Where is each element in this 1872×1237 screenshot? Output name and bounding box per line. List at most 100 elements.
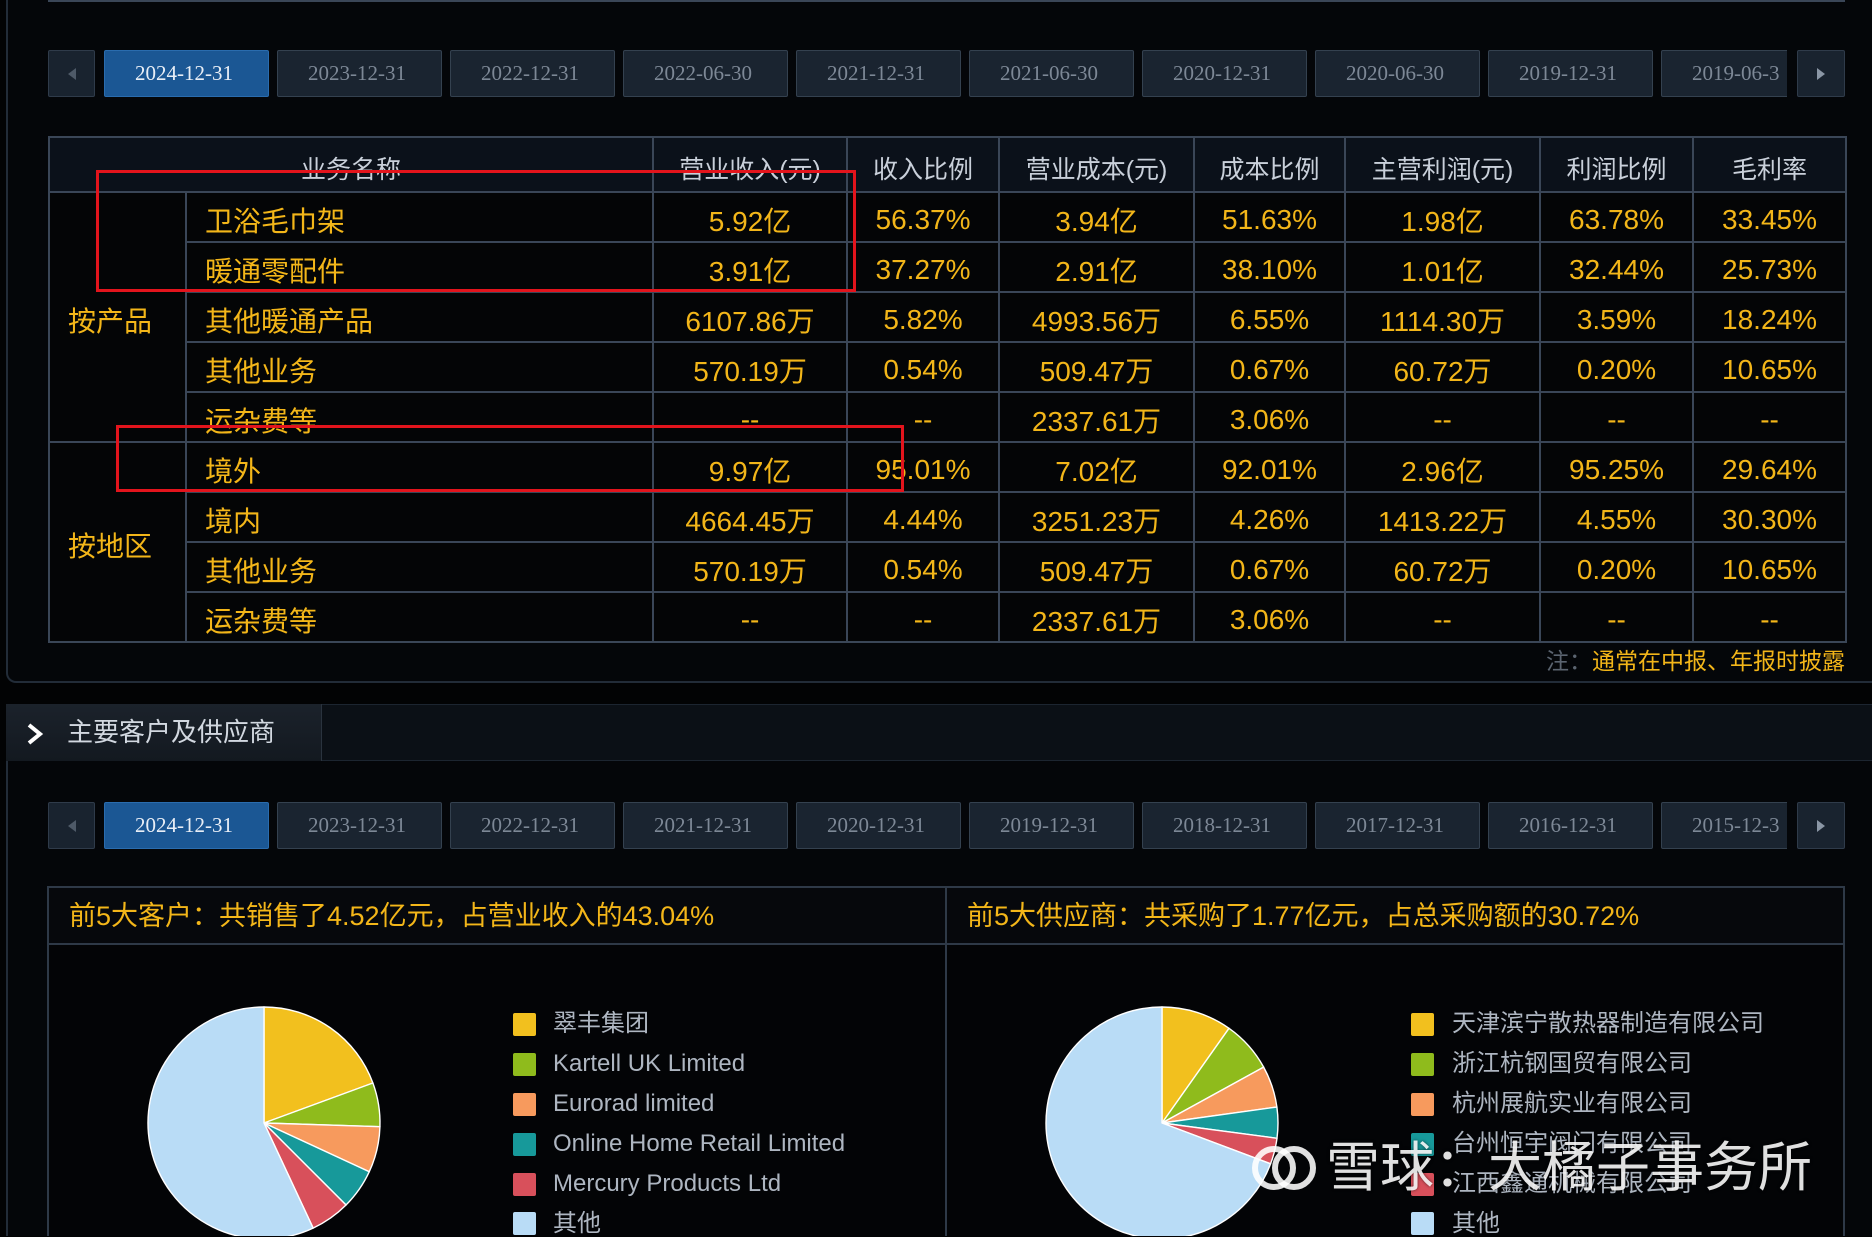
profit-ratio-cell: -- [1539, 591, 1695, 643]
period-tab-active[interactable]: 2024-12-31 [104, 802, 269, 849]
gross-margin-cell: 10.65% [1692, 541, 1848, 593]
header-business-name: 业务名称 [47, 136, 655, 193]
period-tab-active[interactable]: 2024-12-31 [104, 50, 269, 97]
customer-pie-slice-1[interactable] [263, 1006, 374, 1124]
revenue-ratio-cell: -- [846, 391, 1001, 443]
legend-label[interactable]: 其他 [553, 1210, 601, 1237]
revenue-ratio-cell: 37.27% [846, 241, 1001, 293]
revenue-cell: -- [652, 391, 849, 443]
table-row: 按产品 卫浴毛巾架 5.92亿 56.37% 3.94亿 51.63% 1.98… [48, 191, 1848, 443]
legend-swatch [513, 1173, 536, 1196]
period-tab[interactable]: 2018-12-31 [1142, 802, 1307, 849]
cost-cell: 4993.56万 [998, 291, 1196, 343]
cost-ratio-cell: 38.10% [1193, 241, 1347, 293]
legend-label[interactable]: 江西鑫通机械有限公司 [1452, 1170, 1692, 1197]
row-name: 境外 [184, 441, 655, 493]
legend-label[interactable]: 浙江杭钢国贸有限公司 [1452, 1050, 1692, 1077]
cost-cell: 2337.61万 [998, 591, 1196, 643]
cost-ratio-cell: 51.63% [1193, 191, 1347, 243]
gross-margin-cell: 33.45% [1692, 191, 1848, 243]
next-period-button[interactable] [1797, 802, 1845, 849]
profit-ratio-cell: -- [1539, 391, 1695, 443]
legend-label[interactable]: Mercury Products Ltd [553, 1170, 782, 1197]
period-tab[interactable]: 2017-12-31 [1315, 802, 1480, 849]
period-tab[interactable]: 2019-12-31 [1488, 50, 1653, 97]
legend-label[interactable]: 天津滨宁散热器制造有限公司 [1452, 1010, 1764, 1037]
chevron-left-icon [67, 67, 76, 80]
period-tab[interactable]: 2019-06-3 [1661, 50, 1787, 97]
period-tab[interactable]: 2020-12-31 [796, 802, 961, 849]
revenue-cell: 5.92亿 [652, 191, 849, 243]
period-tab[interactable]: 2023-12-31 [277, 802, 442, 849]
period-tab[interactable]: 2021-12-31 [796, 50, 961, 97]
cost-cell: 3251.23万 [998, 491, 1196, 543]
section-header-tab[interactable] [6, 704, 322, 761]
revenue-cell: -- [652, 591, 849, 643]
period-tab[interactable]: 2021-12-31 [623, 802, 788, 849]
xueqiu-logo-icon [1252, 1146, 1316, 1190]
row-name: 暖通零配件 [184, 241, 655, 293]
note-prefix: 注： [1546, 648, 1592, 674]
profit-cell: 1.01亿 [1344, 241, 1542, 293]
gross-margin-cell: 29.64% [1692, 441, 1848, 493]
header-revenue-ratio: 收入比例 [846, 136, 1001, 193]
next-period-button[interactable] [1797, 50, 1845, 97]
revenue-ratio-cell: 5.82% [846, 291, 1001, 343]
legend-label[interactable]: 杭州展航实业有限公司 [1452, 1090, 1692, 1117]
period-tab[interactable]: 2022-06-30 [623, 50, 788, 97]
period-tab[interactable]: 2022-12-31 [450, 50, 615, 97]
legend-label[interactable]: Kartell UK Limited [553, 1050, 746, 1077]
supplier-pie-slice-6[interactable] [1045, 1006, 1272, 1236]
legend-label[interactable]: 翠丰集团 [553, 1010, 649, 1037]
revenue-ratio-cell: 56.37% [846, 191, 1001, 243]
disclosure-note: 注：通常在中报、年报时披露 [1100, 646, 1845, 676]
row-name: 其他业务 [184, 341, 655, 393]
period-tab[interactable]: 2020-06-30 [1315, 50, 1480, 97]
gross-margin-cell: 25.73% [1692, 241, 1848, 293]
legend-swatch [1411, 1212, 1434, 1235]
header-profit: 主营利润(元) [1344, 136, 1542, 193]
table-row: 运杂费等 -- -- 2337.61万 3.06% -- -- -- [49, 391, 1848, 443]
header-gross-margin: 毛利率 [1692, 136, 1848, 193]
legend-swatch [513, 1013, 536, 1036]
annotation-box [116, 425, 904, 492]
row-name: 运杂费等 [184, 591, 655, 643]
customer-pie-slice-6[interactable] [147, 1006, 314, 1236]
cost-cell: 2.91亿 [998, 241, 1196, 293]
profit-ratio-cell: 95.25% [1539, 441, 1695, 493]
revenue-cell: 6107.86万 [652, 291, 849, 343]
legend-label[interactable]: Eurorad limited [553, 1090, 715, 1117]
cost-cell: 509.47万 [998, 341, 1196, 393]
chevron-right-icon [27, 723, 44, 745]
table-header-row: 业务名称 营业收入(元) 收入比例 营业成本(元) 成本比例 主营利润(元) 利… [47, 136, 1848, 193]
gross-margin-cell: 30.30% [1692, 491, 1848, 543]
revenue-cell: 3.91亿 [652, 241, 849, 293]
period-tab[interactable]: 2019-12-31 [969, 802, 1134, 849]
legend-swatch [1411, 1093, 1434, 1116]
period-tab[interactable]: 2015-12-3 [1661, 802, 1787, 849]
legend-swatch [513, 1093, 536, 1116]
revenue-ratio-cell: 95.01% [846, 441, 1001, 493]
revenue-ratio-cell: -- [846, 591, 1001, 643]
period-tab[interactable]: 2022-12-31 [450, 802, 615, 849]
period-tab[interactable]: 2020-12-31 [1142, 50, 1307, 97]
profit-cell: -- [1344, 591, 1542, 643]
prev-period-button[interactable] [48, 50, 95, 97]
legend-label[interactable]: Online Home Retail Limited [553, 1130, 846, 1157]
group-label-by-product: 按产品 [48, 191, 187, 443]
profit-ratio-cell: 32.44% [1539, 241, 1695, 293]
period-tab[interactable]: 2021-06-30 [969, 50, 1134, 97]
prev-period-button[interactable] [48, 802, 95, 849]
cost-ratio-cell: 4.26% [1193, 491, 1347, 543]
period-tab[interactable]: 2016-12-31 [1488, 802, 1653, 849]
profit-cell: 1413.22万 [1344, 491, 1542, 543]
legend-label[interactable]: 其他 [1452, 1210, 1500, 1237]
period-tabs: 2024-12-31 2023-12-31 2022-12-31 2022-06… [104, 50, 1787, 97]
watermark: 雪球：大橘子事务所 [1326, 1138, 1812, 1198]
period-tab[interactable]: 2023-12-31 [277, 50, 442, 97]
gross-margin-cell: 18.24% [1692, 291, 1848, 343]
profit-ratio-cell: 63.78% [1539, 191, 1695, 243]
legend-label[interactable]: 台州恒宇阀门有限公司 [1452, 1130, 1692, 1157]
legend-swatch [513, 1053, 536, 1076]
legend-swatch [1411, 1133, 1434, 1156]
